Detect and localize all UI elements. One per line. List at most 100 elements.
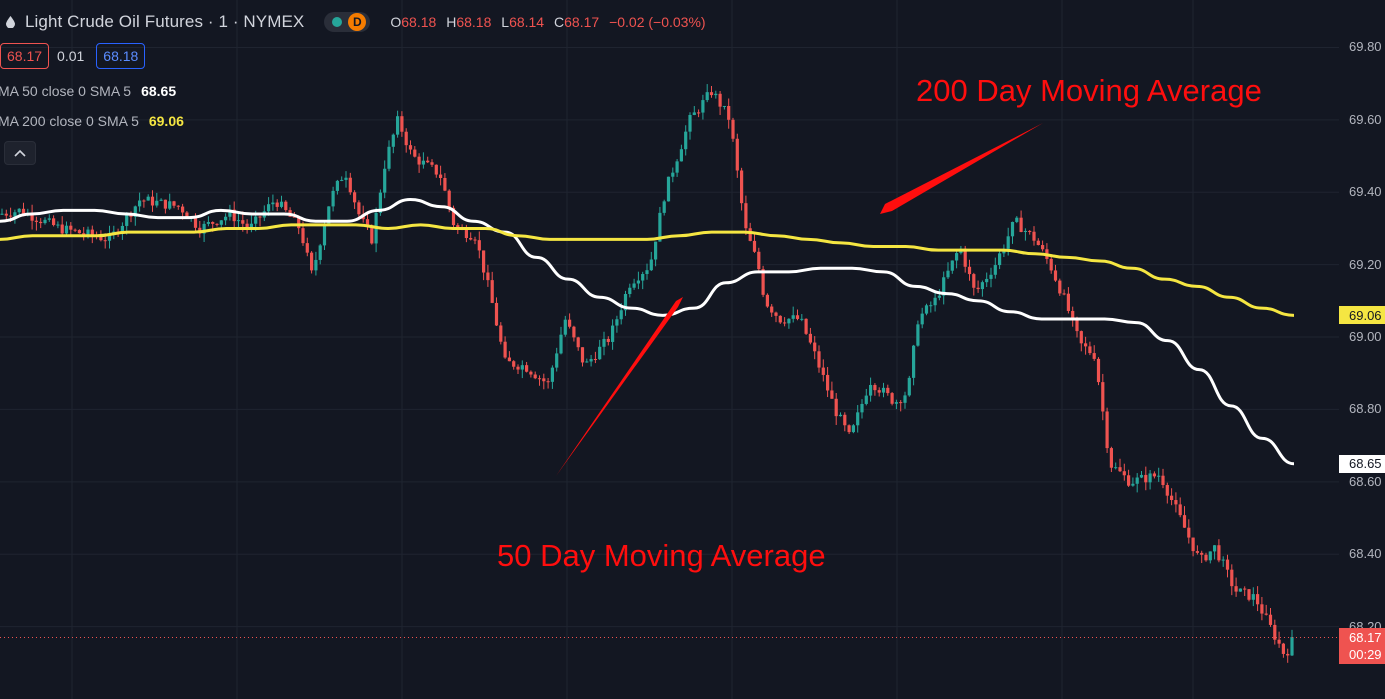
indicator-value-ma50: 68.65 bbox=[141, 83, 177, 99]
candle-up bbox=[1213, 545, 1217, 552]
candle-down bbox=[770, 306, 774, 313]
candle-down bbox=[1256, 594, 1260, 605]
candle-down bbox=[477, 240, 481, 251]
indicator-value-ma200: 69.06 bbox=[148, 113, 184, 129]
candle-up bbox=[998, 253, 1002, 266]
candle-up bbox=[864, 395, 868, 404]
sell-price-button[interactable]: 68.17 bbox=[0, 43, 50, 69]
candle-up bbox=[107, 234, 112, 241]
candle-up bbox=[684, 131, 688, 150]
candle-down bbox=[82, 233, 86, 235]
candle-down bbox=[804, 318, 808, 334]
candle-up bbox=[314, 259, 318, 271]
candle-down bbox=[967, 266, 972, 275]
candle-down bbox=[593, 358, 597, 360]
candle-up bbox=[1023, 230, 1027, 233]
collapse-legend-button[interactable] bbox=[4, 141, 36, 165]
candle-up bbox=[860, 403, 864, 413]
price-axis-tick: 69.60 bbox=[1349, 111, 1382, 127]
candle-down bbox=[795, 315, 800, 319]
candle-down bbox=[830, 390, 834, 399]
candle-up bbox=[589, 358, 593, 362]
candle-down bbox=[1019, 217, 1023, 233]
candle-down bbox=[1062, 293, 1066, 295]
candle-up bbox=[224, 216, 228, 221]
ohlc-low-key: L bbox=[501, 14, 510, 30]
candle-down bbox=[99, 236, 103, 241]
candle-down bbox=[709, 92, 714, 96]
candle-down bbox=[765, 294, 769, 307]
candle-up bbox=[1221, 559, 1225, 561]
candle-down bbox=[1273, 624, 1277, 640]
candle-down bbox=[172, 201, 176, 206]
candle-down bbox=[752, 240, 757, 252]
candle-down bbox=[744, 203, 748, 229]
candle-up bbox=[791, 315, 795, 319]
candle-down bbox=[580, 347, 585, 363]
candle-up bbox=[396, 116, 400, 135]
candle-down bbox=[241, 220, 245, 224]
candle-up bbox=[946, 270, 950, 278]
candle-down bbox=[426, 160, 430, 163]
candle-down bbox=[1079, 331, 1083, 344]
candle-up bbox=[159, 199, 163, 201]
candle-down bbox=[181, 206, 185, 213]
candle-down bbox=[877, 390, 881, 393]
candle-up bbox=[271, 202, 275, 205]
buy-price-button[interactable]: 68.18 bbox=[96, 43, 146, 69]
candle-down bbox=[370, 226, 374, 244]
annotation-50-day-ma: 50 Day Moving Average bbox=[497, 538, 826, 573]
indicator-legend-ma200[interactable]: MA 200 close 0 SMA 5 69.06 bbox=[0, 113, 184, 129]
candle-up bbox=[206, 222, 210, 224]
candle-up bbox=[636, 280, 640, 284]
candle-down bbox=[1182, 515, 1187, 528]
price-axis-tick: 69.80 bbox=[1349, 39, 1382, 55]
candle-down bbox=[193, 217, 198, 228]
candle-up bbox=[327, 206, 331, 226]
candle-down bbox=[537, 378, 542, 380]
candle-down bbox=[77, 230, 81, 234]
candle-up bbox=[623, 293, 628, 311]
ma200-line bbox=[0, 223, 1295, 317]
candle-down bbox=[90, 229, 94, 236]
candle-up bbox=[903, 395, 907, 403]
spread-value: 0.01 bbox=[57, 48, 85, 64]
price-axis-tick: 69.00 bbox=[1349, 329, 1382, 345]
candle-down bbox=[473, 239, 477, 241]
candle-down bbox=[1088, 346, 1092, 354]
candle-up bbox=[937, 295, 941, 298]
candle-up bbox=[856, 412, 860, 426]
candle-down bbox=[434, 164, 438, 175]
candle-down bbox=[731, 119, 735, 139]
candle-down bbox=[258, 216, 262, 218]
candle-up bbox=[168, 201, 172, 209]
market-status-pill[interactable]: D bbox=[324, 12, 371, 32]
candle-down bbox=[606, 338, 610, 342]
candle-up bbox=[43, 219, 47, 224]
candle-up bbox=[658, 212, 662, 242]
candle-up bbox=[701, 100, 705, 113]
candle-down bbox=[761, 269, 765, 295]
candle-up bbox=[391, 134, 395, 147]
candle-up bbox=[1208, 551, 1212, 561]
candle-up bbox=[881, 387, 886, 393]
candle-down bbox=[826, 374, 830, 391]
candle-down bbox=[1260, 604, 1264, 614]
candle-down bbox=[1281, 643, 1285, 654]
indicator-legend-ma50[interactable]: MA 50 close 0 SMA 5 68.65 bbox=[0, 83, 176, 99]
candle-up bbox=[714, 93, 718, 96]
candle-down bbox=[834, 398, 838, 417]
candle-down bbox=[1165, 485, 1169, 496]
candle-down bbox=[357, 202, 361, 215]
symbol-title[interactable]: Light Crude Oil Futures · 1 · NYMEX bbox=[25, 12, 305, 31]
candle-down bbox=[297, 216, 301, 229]
delayed-data-badge[interactable]: D bbox=[348, 13, 367, 31]
candle-down bbox=[1105, 411, 1109, 449]
candle-up bbox=[933, 297, 937, 306]
candle-down bbox=[817, 351, 821, 368]
candle-down bbox=[150, 196, 155, 206]
candle-up bbox=[993, 265, 997, 275]
candle-up bbox=[318, 245, 322, 260]
candle-down bbox=[30, 213, 34, 221]
